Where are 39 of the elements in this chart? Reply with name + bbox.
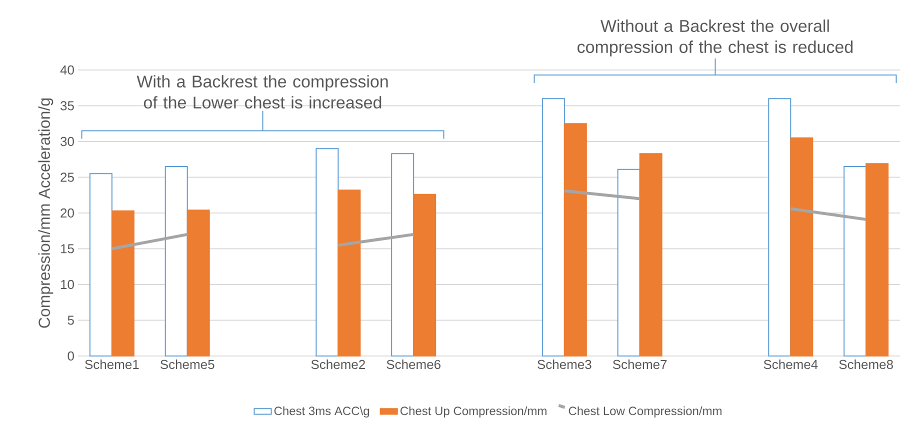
bar bbox=[391, 153, 414, 357]
y-tick-label: 40 bbox=[60, 65, 74, 75]
bar bbox=[768, 98, 792, 357]
text: Without a Backrest the overall compression of the chest is reduced bbox=[578, 20, 853, 56]
y-tick-label: 25 bbox=[60, 172, 74, 182]
x-tick-label: Scheme4 bbox=[764, 360, 818, 370]
x-tick-label: Scheme7 bbox=[612, 360, 667, 370]
bar bbox=[316, 148, 339, 357]
y-tick-label: 35 bbox=[60, 101, 74, 110]
y-axis-title: Compression/mm Acceleration/g bbox=[38, 98, 54, 328]
y-tick-label: 10 bbox=[61, 280, 74, 290]
bar bbox=[89, 173, 112, 357]
bar bbox=[866, 163, 889, 357]
y-tick-label: 15 bbox=[61, 244, 74, 254]
x-tick-label: Scheme8 bbox=[839, 360, 893, 370]
legend-label: Chest Low Compression/mm bbox=[568, 406, 722, 418]
x-tick-label: Scheme1 bbox=[85, 360, 139, 370]
bar bbox=[338, 190, 361, 357]
x-tick-label: Scheme5 bbox=[160, 360, 214, 370]
legend-label: Chest Up Compression/mm bbox=[400, 406, 546, 418]
bar bbox=[542, 98, 565, 357]
annotation: With a Backrest the compression of the Lower chest is increased bbox=[136, 75, 388, 109]
x-tick-label: Scheme6 bbox=[386, 360, 440, 370]
bar bbox=[111, 210, 134, 357]
x-tick-label: Scheme2 bbox=[311, 360, 365, 370]
bar bbox=[186, 210, 210, 357]
y-tick-label: 20 bbox=[60, 208, 74, 218]
bar bbox=[790, 137, 814, 357]
y-tick-label: 30 bbox=[60, 136, 74, 146]
bar bbox=[639, 153, 662, 357]
bar bbox=[617, 168, 640, 357]
bar bbox=[413, 194, 436, 357]
bar bbox=[844, 166, 867, 357]
y-tick-label: 0 bbox=[68, 351, 74, 361]
bar bbox=[564, 123, 587, 357]
legend-label: Chest 3ms ACC\g bbox=[274, 406, 370, 418]
bar bbox=[164, 166, 188, 357]
y-tick-label: 5 bbox=[68, 316, 74, 325]
x-tick-label: Scheme3 bbox=[538, 360, 592, 370]
